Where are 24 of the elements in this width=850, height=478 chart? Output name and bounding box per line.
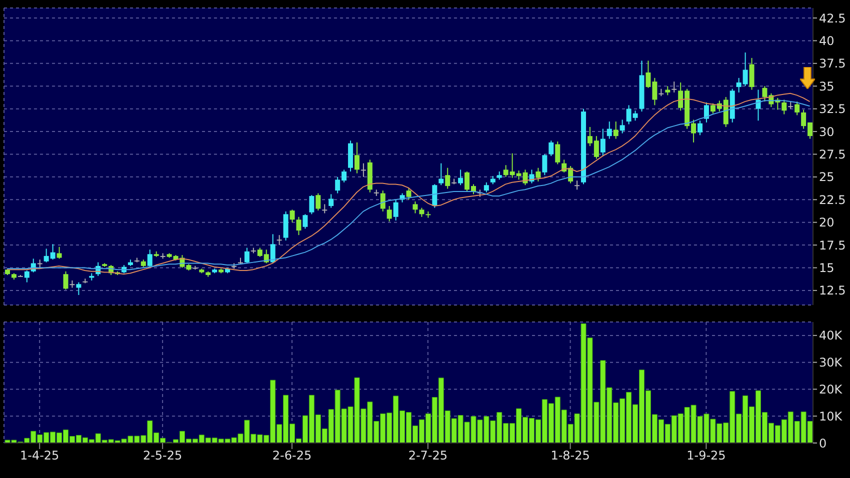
y-tick-label: 15 (819, 261, 834, 276)
y-tick-label: 20K (819, 382, 844, 396)
y-tick-label: 22.5 (819, 192, 846, 207)
x-tick-label: 2-6-25 (272, 448, 312, 463)
y-tick-label: 37.5 (819, 56, 846, 71)
y-tick-label: 30K (819, 356, 844, 370)
y-tick-label: 17.5 (819, 238, 846, 252)
x-tick-label: 2-5-25 (142, 448, 182, 463)
y-tick-label: 0 (819, 436, 827, 450)
y-tick-label: 12.5 (819, 284, 846, 298)
y-tick-label: 10K (819, 409, 844, 424)
y-tick-label: 35 (819, 79, 834, 94)
y-tick-label: 27.5 (819, 147, 846, 162)
x-tick-label: 1-4-25 (20, 448, 60, 463)
x-tick-label: 2-7-25 (408, 448, 448, 463)
y-tick-label: 42.5 (819, 11, 846, 26)
y-tick-label: 20 (819, 216, 834, 230)
y-tick-label: 32.5 (819, 102, 846, 116)
y-tick-label: 25 (819, 170, 834, 184)
y-tick-label: 40 (819, 34, 834, 48)
y-tick-label: 30 (819, 124, 834, 139)
x-tick-label: 1-9-25 (686, 448, 726, 463)
x-tick-label: 1-8-25 (550, 448, 590, 463)
y-tick-label: 40K (819, 328, 844, 343)
